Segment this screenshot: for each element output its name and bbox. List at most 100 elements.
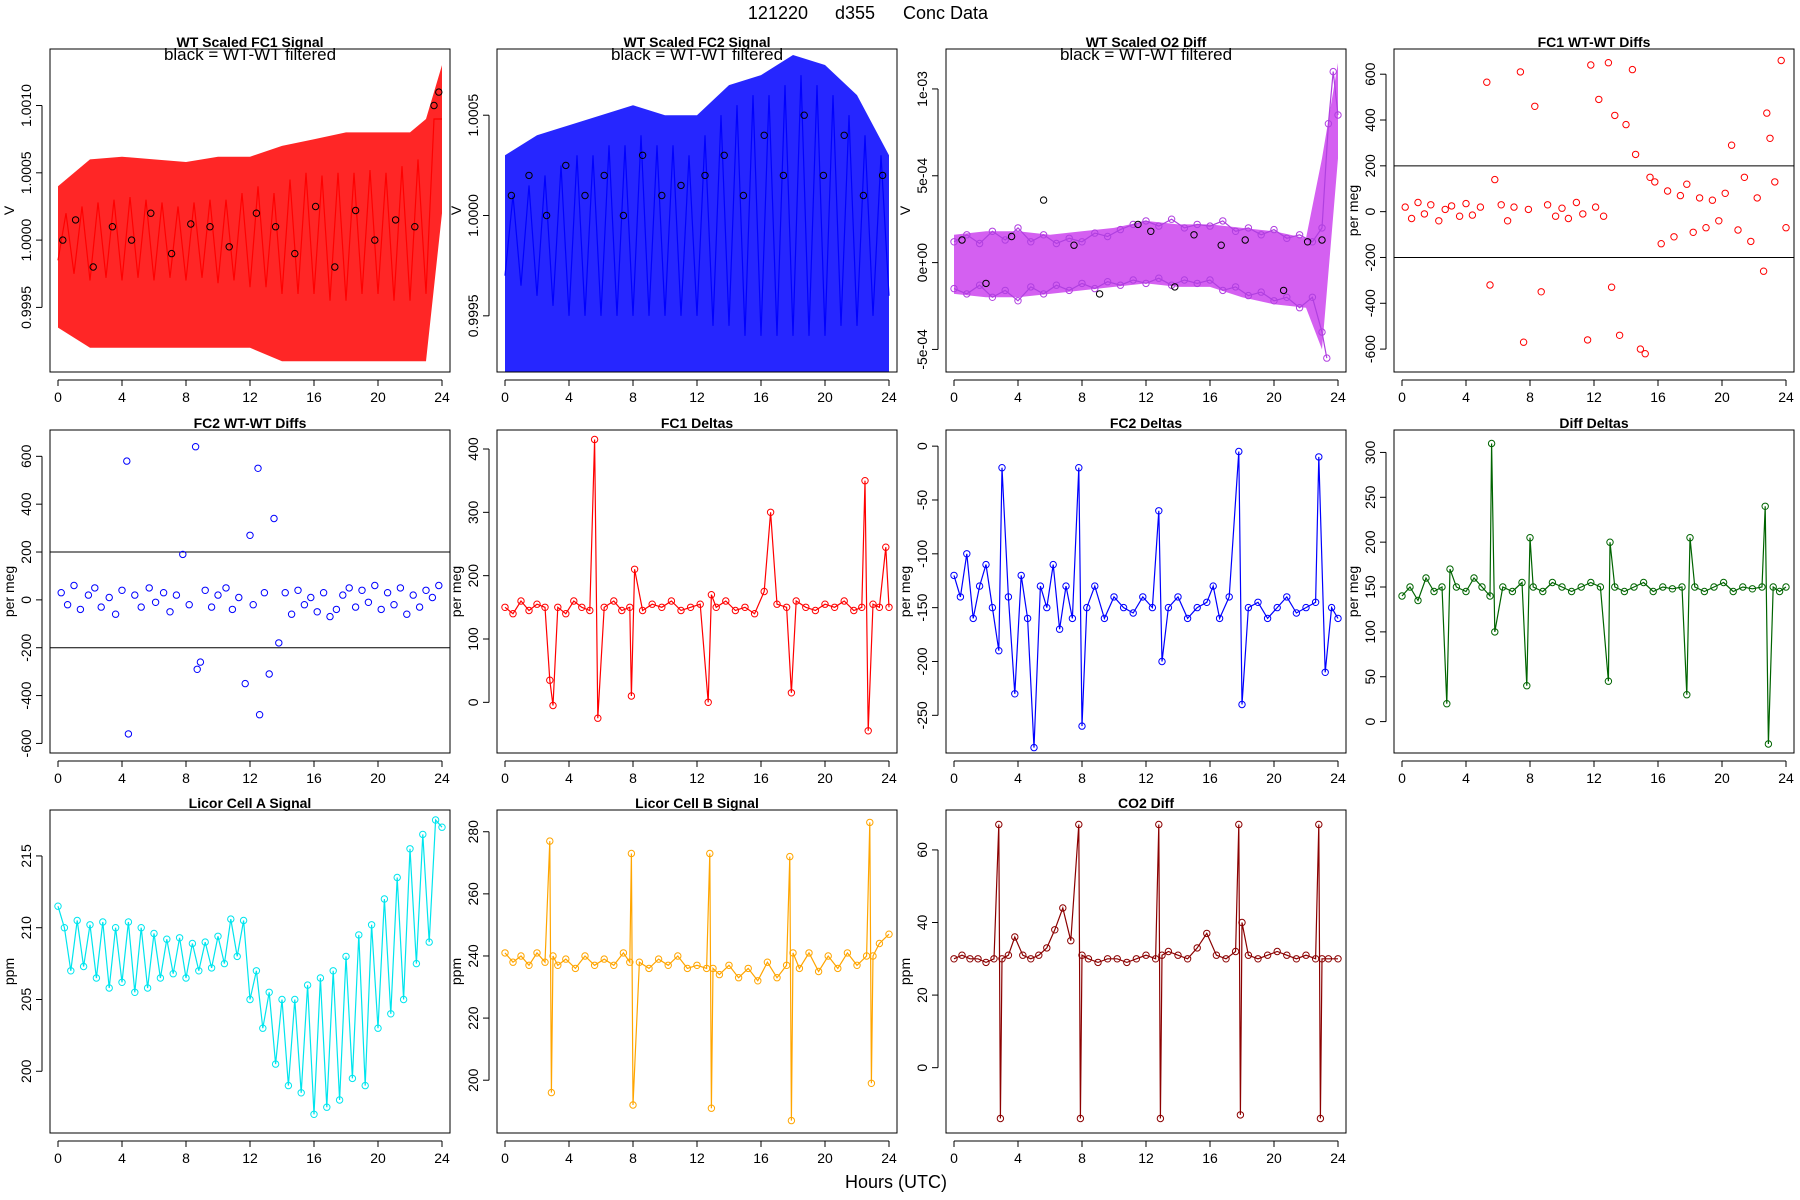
data-point (950, 238, 958, 246)
y-axis-label: ppm (1, 958, 17, 985)
data-point (501, 603, 509, 611)
data-point (255, 711, 264, 719)
panel-title: CO2 Diff (1118, 795, 1174, 811)
series-fc1-delta (501, 435, 893, 735)
panel-wt-scaled-fc1-signal: 0 4 8 12 16 20 24 0.9995 1.0000 1.0005 1.0010 V WT S… (1, 34, 451, 405)
data-point (137, 603, 145, 611)
data-point (509, 610, 517, 618)
data-point (351, 603, 360, 611)
data-point (270, 514, 278, 523)
data-point (227, 915, 235, 923)
data-point (1148, 603, 1157, 612)
data-point (241, 679, 249, 688)
y-tick-label: 0 (1362, 208, 1378, 216)
data-point (425, 938, 433, 946)
data-point (169, 970, 177, 978)
y-axis: -600 -400 -200 0 200 400 600 per meg (1, 444, 43, 757)
x-tick-label: 24 (434, 1150, 450, 1166)
data-point (1129, 609, 1137, 617)
data-point (1558, 583, 1566, 591)
x-tick-label: 16 (753, 389, 769, 405)
y-tick-label: -200 (18, 634, 34, 662)
data-point (105, 593, 113, 602)
data-point (950, 284, 958, 293)
data-point (1295, 231, 1304, 239)
data-point (1001, 286, 1009, 295)
data-point (1217, 241, 1225, 249)
data-point (1311, 598, 1320, 606)
data-point (76, 605, 85, 614)
data-point (1486, 281, 1494, 289)
data-point (517, 597, 525, 605)
series-fc2-delta (950, 447, 1342, 752)
data-point (1740, 173, 1749, 182)
data-point (1583, 336, 1592, 344)
data-point (1134, 220, 1142, 229)
plot-area (501, 435, 893, 735)
x-tick-label: 16 (1202, 389, 1218, 405)
y-axis-label: ppm (897, 958, 913, 985)
data-point (996, 1114, 1005, 1123)
data-point (1235, 447, 1243, 456)
y-tick-label: 200 (18, 1059, 34, 1083)
x-tick-label: 8 (1526, 389, 1534, 405)
x-tick-label: 8 (629, 389, 637, 405)
data-point (677, 606, 685, 615)
panel-title: Licor Cell B Signal (635, 795, 759, 811)
y-axis-label: per meg (1345, 566, 1361, 617)
data-point (1607, 283, 1616, 291)
plot-frame (1393, 429, 1795, 754)
figure-title-label: Conc Data (903, 3, 989, 23)
plot-area (57, 65, 443, 362)
data-point (331, 263, 339, 271)
data-point (339, 591, 347, 599)
data-point (1036, 582, 1045, 590)
data-point (99, 918, 107, 926)
data-point (1401, 203, 1409, 211)
figure-xlabel: Hours (UTC) (845, 1172, 947, 1192)
data-point (387, 1010, 395, 1018)
data-point (600, 171, 608, 180)
data-point (570, 597, 578, 605)
data-point (1273, 603, 1281, 612)
y-tick-label: 400 (1362, 108, 1378, 132)
x-tick-label: 24 (1778, 389, 1794, 405)
signal-envelope (58, 65, 442, 362)
data-point (674, 952, 682, 960)
data-point (720, 151, 728, 160)
data-point (1151, 955, 1160, 963)
data-point (1075, 820, 1083, 829)
data-point (1503, 217, 1512, 225)
y-tick-label: -600 (18, 729, 34, 757)
data-point (91, 584, 99, 592)
data-point (501, 949, 509, 957)
data-point (319, 589, 328, 597)
data-point (1302, 951, 1310, 959)
x-tick-label: 16 (753, 1150, 769, 1166)
data-point (998, 464, 1006, 472)
data-point (1508, 587, 1517, 596)
data-point (1052, 281, 1061, 289)
data-point (1174, 593, 1182, 601)
x-tick-label: 8 (182, 1150, 190, 1166)
data-point (578, 603, 586, 611)
data-point (92, 974, 101, 982)
data-point (1014, 297, 1022, 305)
x-tick-label: 20 (817, 389, 833, 405)
x-tick-label: 4 (565, 1150, 573, 1166)
data-point (1564, 214, 1573, 223)
data-point (1078, 951, 1086, 959)
data-point (1039, 290, 1048, 298)
data-point (124, 730, 133, 738)
data-point (377, 605, 385, 614)
data-point (1758, 583, 1766, 591)
data-point (805, 949, 813, 957)
x-tick-label: 4 (1014, 770, 1022, 786)
y-axis-label: per meg (1345, 185, 1361, 236)
data-point (800, 111, 808, 119)
plot-frame (945, 809, 1347, 1134)
plot-area (504, 55, 890, 372)
data-point (1729, 587, 1737, 596)
x-tick-label: 12 (242, 770, 258, 786)
y-axis: 0.9995 1.0000 1.0005 V (448, 94, 490, 337)
